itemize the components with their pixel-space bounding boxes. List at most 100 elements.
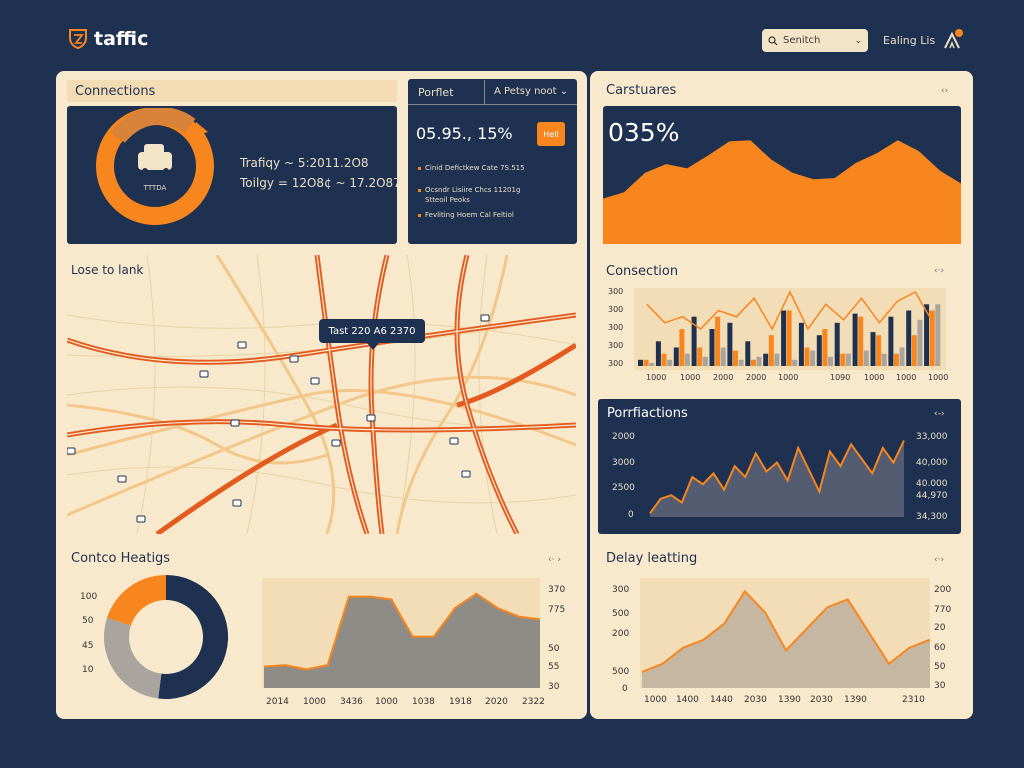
portfactions-area-chart: 2000 3000 2500 0 33,000 40,000 40.000 44… (612, 432, 948, 522)
y-tick: 300 (612, 585, 629, 595)
x-tick: 1000 (864, 373, 884, 382)
bar (876, 335, 882, 366)
portfolio-divider (408, 104, 577, 105)
connections-stats: Trafiqy ~ 5:2011.2O8 Toilgy = 12O8¢ ~ 17… (240, 153, 401, 193)
bar (673, 347, 679, 366)
app-header: taffic Senitch ⌄ Ealing Lis (0, 0, 1024, 70)
contco-donut-chart: 100 50 45 10 (80, 575, 229, 699)
bar (679, 329, 685, 366)
bar (638, 359, 643, 366)
search-input[interactable]: Senitch ⌄ (762, 29, 868, 52)
x-tick: 1918 (449, 697, 472, 707)
bar (727, 322, 733, 366)
area-fill (603, 140, 961, 244)
bar (929, 310, 935, 366)
app-logo[interactable]: taffic (68, 28, 148, 50)
bar (768, 335, 774, 366)
bar (816, 335, 822, 366)
bullet (418, 189, 421, 192)
x-tick: 1000 (928, 373, 948, 382)
bar (750, 359, 756, 366)
y-tick: 200 (612, 629, 629, 639)
y-tick: 300 (608, 323, 623, 332)
series-line (263, 592, 541, 671)
consection-bar-chart: 300 300 300 300 300 10 1000 1000 2000 20… (608, 287, 948, 382)
tab-period[interactable]: A Petsy noot ⌄ (494, 86, 569, 97)
y-tick: 300 (608, 341, 623, 350)
bar (906, 310, 912, 366)
user-triangle-icon[interactable] (941, 30, 963, 52)
y-tick: 60 (934, 643, 946, 653)
axis-label: 100 (80, 592, 97, 602)
portfolio-item-text: Fevliting Hoem Cal Feltiol (425, 211, 514, 219)
x-tick: 1000 (303, 697, 326, 707)
stat-line: Toilgy = 12O8¢ ~ 17.2O87 (240, 176, 401, 190)
bullet (418, 214, 421, 217)
area-series (649, 440, 905, 517)
header-link[interactable]: Ealing Lis (883, 34, 936, 47)
y-tick: 2500 (612, 483, 635, 493)
y-tick: 30 (934, 681, 946, 691)
x-tick: 1000 (778, 373, 798, 382)
axis-label: 50 (82, 616, 94, 626)
bar (763, 353, 769, 366)
bar (786, 310, 792, 366)
bar (881, 353, 887, 366)
map-tooltip: Tast 220 A6 2370 (319, 319, 425, 350)
map-markers (67, 314, 490, 523)
y-tick: 30 (548, 682, 560, 692)
bar (702, 356, 708, 367)
x-tick: 1000 (680, 373, 700, 382)
series-line (649, 440, 905, 514)
y-tick: 55 (548, 662, 559, 672)
portfolio-button[interactable]: Hell (537, 122, 565, 146)
carstuares-options-icon[interactable]: ‹› (941, 86, 949, 96)
trend-line (646, 290, 934, 331)
bar (655, 341, 661, 366)
y-tick: 0 (622, 684, 628, 694)
y-tick: 50 (548, 644, 560, 654)
bar (667, 359, 673, 366)
car-icon (138, 144, 172, 174)
app-title: taffic (94, 28, 149, 50)
y-tick: 500 (612, 667, 629, 677)
y-tick: 300 (608, 287, 623, 296)
axis-label: 10 (82, 665, 94, 675)
x-tick: 1390 (778, 695, 801, 705)
y-tick: 200 (934, 585, 951, 595)
bar (870, 332, 876, 366)
y-tick: 50 (934, 662, 946, 672)
x-tick: 1090 (830, 373, 850, 382)
tab-portfolio[interactable]: Porflet (418, 86, 454, 99)
x-tick: 1440 (710, 695, 733, 705)
bar (834, 322, 840, 366)
portfolio-item-text: Cinid Defictkew Cate 7S.515 (425, 164, 525, 172)
bar (781, 310, 787, 366)
consection-options-icon[interactable]: ‹·› (934, 266, 945, 276)
bar (643, 359, 649, 366)
x-tick: 3436 (340, 697, 363, 707)
bar (756, 356, 762, 367)
bar (691, 316, 697, 366)
y-tick: 33,000 (916, 432, 948, 442)
contco-options-icon[interactable]: ‹· › (548, 555, 561, 565)
traffic-map[interactable] (67, 255, 576, 534)
bar (709, 329, 715, 366)
x-tick: 2014 (266, 697, 289, 707)
bar (863, 350, 869, 366)
portfolio-item: Fevliting Hoem Cal Feltiol (418, 211, 514, 219)
portfolio-item: Cinid Defictkew Cate 7S.515 (418, 164, 525, 172)
y-tick: 3000 (612, 458, 635, 468)
x-tick: 1000 (646, 373, 666, 382)
bar (893, 353, 899, 366)
portfolio-card (408, 79, 577, 244)
y-tick: 500 (612, 609, 629, 619)
y-tick: 770 (934, 605, 951, 615)
portfolio-item-text: Ocsndr Lisiire Chcs 11201g (425, 186, 521, 194)
bar (774, 353, 780, 366)
portfolio-item: Ocsndr Lisiire Chcs 11201g (418, 186, 520, 194)
bar (697, 347, 703, 366)
x-tick: 2322 (522, 697, 545, 707)
portfactions-options-icon[interactable]: ‹-› (934, 409, 945, 419)
delay-options-icon[interactable]: ‹·› (934, 555, 945, 565)
